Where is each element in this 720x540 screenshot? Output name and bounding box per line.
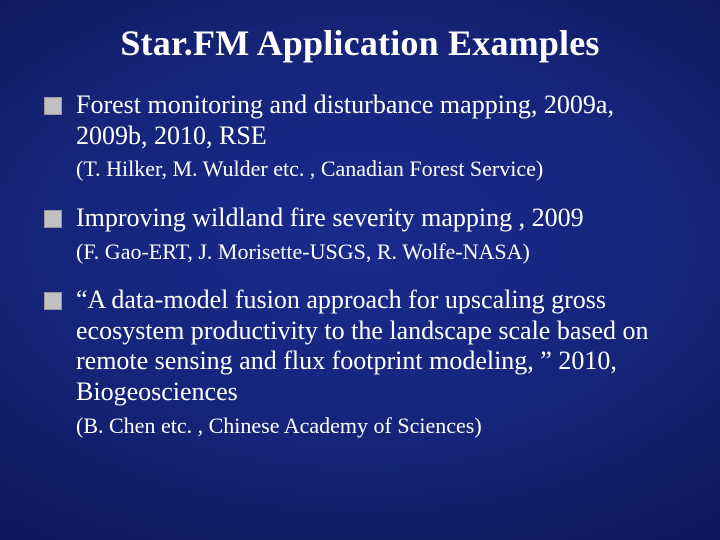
list-item-main-line: Forest monitoring and disturbance mappin… xyxy=(44,90,676,151)
bullet-list: Forest monitoring and disturbance mappin… xyxy=(44,90,676,439)
list-item-main-text: Forest monitoring and disturbance mappin… xyxy=(76,90,676,151)
square-bullet-icon xyxy=(44,292,62,310)
list-item-sub-text: (T. Hilker, M. Wulder etc. , Canadian Fo… xyxy=(76,155,676,183)
slide-title: Star.FM Application Examples xyxy=(44,22,676,64)
list-item-main-line: Improving wildland fire severity mapping… xyxy=(44,203,676,234)
list-item: Improving wildland fire severity mapping… xyxy=(44,203,676,265)
square-bullet-icon xyxy=(44,97,62,115)
list-item-main-line: “A data-model fusion approach for upscal… xyxy=(44,285,676,408)
list-item: Forest monitoring and disturbance mappin… xyxy=(44,90,676,183)
list-item-sub-text: (F. Gao-ERT, J. Morisette-USGS, R. Wolfe… xyxy=(76,238,676,266)
list-item-main-text: “A data-model fusion approach for upscal… xyxy=(76,285,676,408)
list-item-main-text: Improving wildland fire severity mapping… xyxy=(76,203,584,234)
list-item-sub-text: (B. Chen etc. , Chinese Academy of Scien… xyxy=(76,412,676,440)
square-bullet-icon xyxy=(44,210,62,228)
list-item: “A data-model fusion approach for upscal… xyxy=(44,285,676,439)
slide: Star.FM Application Examples Forest moni… xyxy=(0,0,720,540)
